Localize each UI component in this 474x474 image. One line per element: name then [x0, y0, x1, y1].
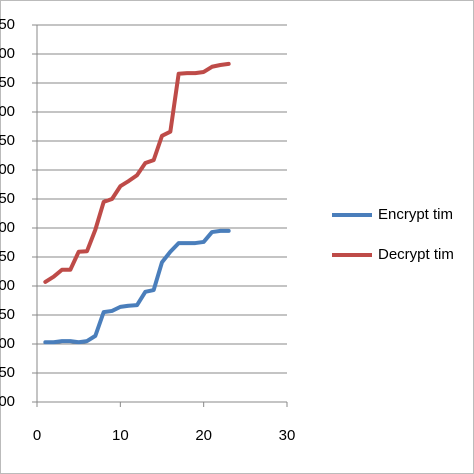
- x-tick-label: 0: [33, 427, 41, 444]
- y-tick-label: 50: [0, 306, 15, 323]
- y-tick-label: 50: [0, 16, 15, 33]
- y-tick-label: 00: [0, 45, 15, 62]
- y-tick-label: 00: [0, 219, 15, 236]
- y-tick-label: 50: [0, 190, 15, 207]
- legend-label: Decrypt tim: [378, 246, 454, 263]
- y-tick-label: 00: [0, 103, 15, 120]
- y-tick-label: 00: [0, 335, 15, 352]
- y-tick-label: 50: [0, 248, 15, 265]
- y-tick-label: 50: [0, 74, 15, 91]
- series-line: [43, 228, 231, 345]
- x-tick-label: 30: [279, 427, 296, 444]
- series-line: [43, 61, 231, 284]
- y-tick-label: 00: [0, 277, 15, 294]
- y-tick-label: 00: [0, 393, 15, 410]
- legend-label: Encrypt tim: [378, 206, 453, 223]
- y-tick-label: 00: [0, 161, 15, 178]
- x-tick-label: 10: [112, 427, 129, 444]
- y-tick-label: 50: [0, 132, 15, 149]
- y-tick-label: 50: [0, 364, 15, 381]
- x-tick-label: 20: [195, 427, 212, 444]
